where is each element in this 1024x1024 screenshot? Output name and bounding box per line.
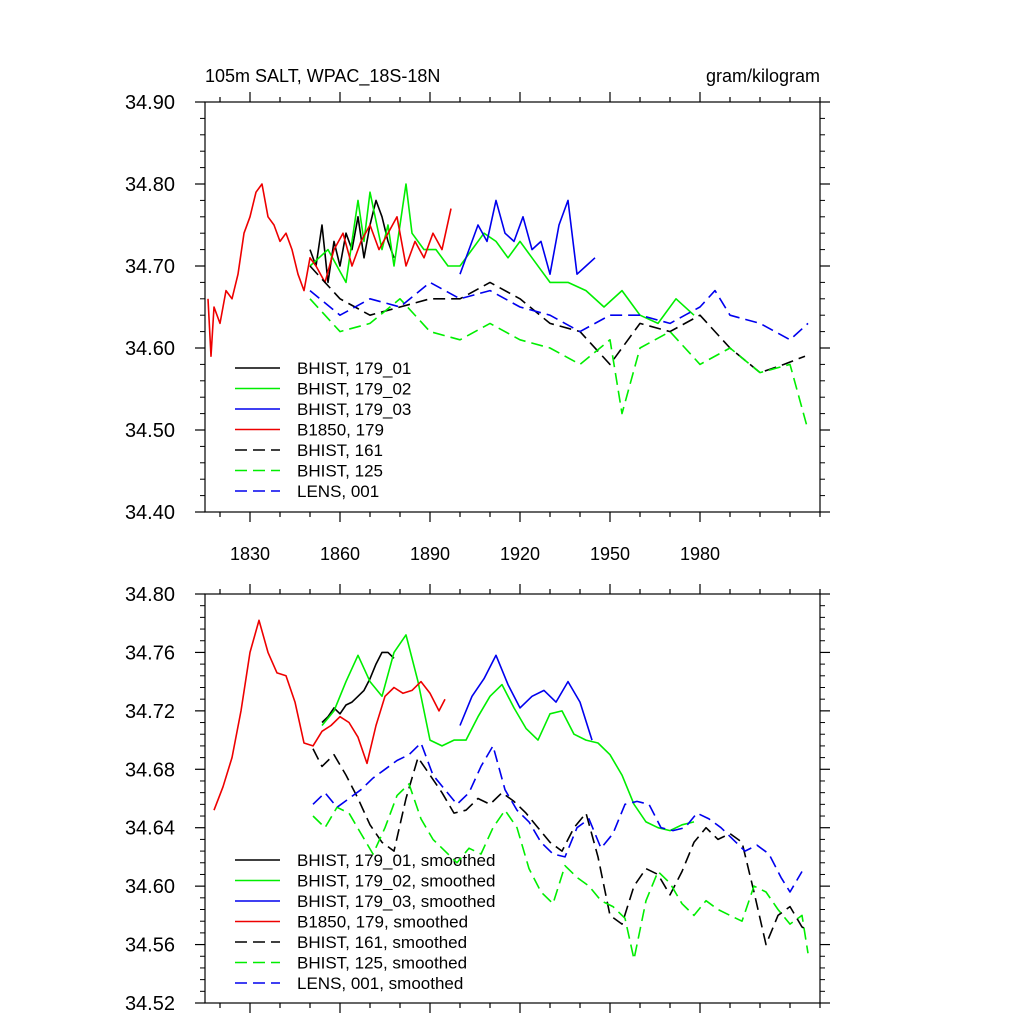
legend-label: BHIST, 125 (297, 462, 383, 481)
legend-label: LENS, 001, smoothed (297, 974, 463, 993)
series-line (309, 199, 395, 284)
legend-label: BHIST, 179_03, smoothed (297, 892, 495, 911)
y-tick-label: 34.76 (125, 642, 175, 664)
y-tick-label: 34.52 (125, 993, 175, 1015)
legend-label: BHIST, 179_02, smoothed (297, 872, 495, 891)
top-panel: 105m SALT, WPAC_18S-18N gram/kilogram 34.4… (125, 66, 830, 564)
series-line (321, 634, 695, 832)
y-tick-label: 34.80 (125, 584, 175, 606)
legend-label: BHIST, 179_01, smoothed (297, 851, 495, 870)
legend-label: BHIST, 179_01 (297, 359, 411, 378)
series-line (312, 783, 809, 961)
y-tick-label: 34.50 (125, 420, 175, 442)
y-tick-label: 34.68 (125, 759, 175, 781)
legend-label: BHIST, 161, smoothed (297, 933, 467, 952)
y-tick-label: 34.56 (125, 935, 175, 957)
series-line (312, 748, 809, 946)
legend-label: BHIST, 179_02 (297, 380, 411, 399)
series-line (207, 183, 452, 358)
plot-frame (204, 101, 821, 513)
x-tick-label: 1890 (410, 544, 450, 564)
legend-label: LENS, 001 (297, 482, 379, 501)
y-tick-label: 34.72 (125, 701, 175, 723)
legend-label: BHIST, 179_03 (297, 400, 411, 419)
y-tick-label: 34.90 (125, 92, 175, 114)
series-line (309, 297, 809, 431)
series-line (309, 265, 806, 374)
series-line (309, 183, 695, 325)
series-line (459, 654, 593, 741)
y-tick-label: 34.40 (125, 502, 175, 524)
bottom-panel: 34.52 34.56 34.60 34.64 34.68 34.72 34.76 34.80… (125, 584, 830, 1015)
legend-label: BHIST, 161 (297, 441, 383, 460)
y-tick-label: 34.70 (125, 256, 175, 278)
chart-title: 105m SALT, WPAC_18S-18N (205, 66, 440, 87)
y-tick-label: 34.60 (125, 876, 175, 898)
series-line (312, 742, 803, 893)
x-tick-label: 1860 (320, 544, 360, 564)
y-tick-label: 34.80 (125, 174, 175, 196)
legend-label: B1850, 179, smoothed (297, 913, 468, 932)
y-tick-label: 34.60 (125, 338, 175, 360)
series-line (459, 199, 596, 276)
x-tick-label: 1920 (500, 544, 540, 564)
series-line (309, 281, 809, 341)
plot-frame (204, 593, 821, 1004)
series-line (213, 619, 446, 811)
y-tick-label: 34.64 (125, 818, 175, 840)
x-tick-label: 1830 (230, 544, 270, 564)
legend-label: BHIST, 125, smoothed (297, 954, 467, 973)
units-label: gram/kilogram (706, 66, 820, 86)
x-tick-label: 1980 (680, 544, 720, 564)
legend-label: B1850, 179 (297, 421, 384, 440)
series-line (321, 651, 395, 724)
x-tick-label: 1950 (590, 544, 630, 564)
